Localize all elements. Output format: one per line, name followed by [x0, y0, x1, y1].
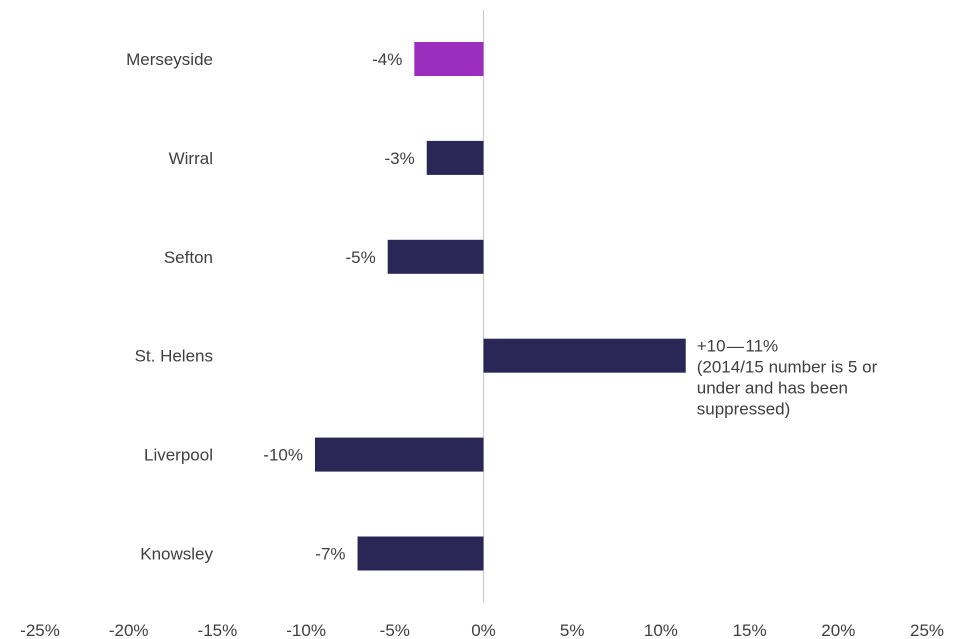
- labels-layer: Merseyside -4% Wirral -3% Sefton -5% St. Helen…: [126, 50, 877, 564]
- x-tick-labels: -25% -20% -15% -10% -5% 0% 5% 10% 15% 20% 25%: [20, 621, 944, 639]
- value-label: -4%: [372, 50, 402, 69]
- value-label: -3%: [384, 149, 414, 168]
- category-label: St. Helens: [135, 347, 213, 366]
- x-tick-label: -15%: [198, 621, 238, 639]
- x-tick-label: -20%: [109, 621, 149, 639]
- x-tick-label: 15%: [733, 621, 767, 639]
- x-tick-label: 5%: [560, 621, 585, 639]
- bar-liverpool: [314, 437, 484, 472]
- bars-layer: [314, 42, 686, 571]
- bar-merseyside: [414, 42, 484, 76]
- value-label: -7%: [315, 545, 345, 564]
- x-tick-label: 10%: [644, 621, 678, 639]
- annotation-text: +10 — 11% (2014/15 number is 5 or under an…: [697, 337, 878, 419]
- category-label: Wirral: [169, 149, 213, 168]
- value-label: -10%: [263, 446, 303, 465]
- category-label: Knowsley: [140, 545, 213, 564]
- value-label: -5%: [345, 248, 375, 267]
- bar-st-helens: [483, 338, 686, 373]
- x-tick-label: -25%: [20, 621, 60, 639]
- x-tick-label: 0%: [471, 621, 496, 639]
- bar-sefton: [387, 239, 484, 274]
- x-tick-label: -5%: [380, 621, 410, 639]
- bar-knowsley: [357, 536, 484, 571]
- category-label: Merseyside: [126, 50, 213, 69]
- category-label: Liverpool: [144, 446, 213, 465]
- x-tick-label: 25%: [910, 621, 944, 639]
- x-tick-label: -10%: [286, 621, 326, 639]
- x-tick-label: 20%: [821, 621, 855, 639]
- category-label: Sefton: [164, 248, 213, 267]
- bar-wirral: [426, 140, 484, 175]
